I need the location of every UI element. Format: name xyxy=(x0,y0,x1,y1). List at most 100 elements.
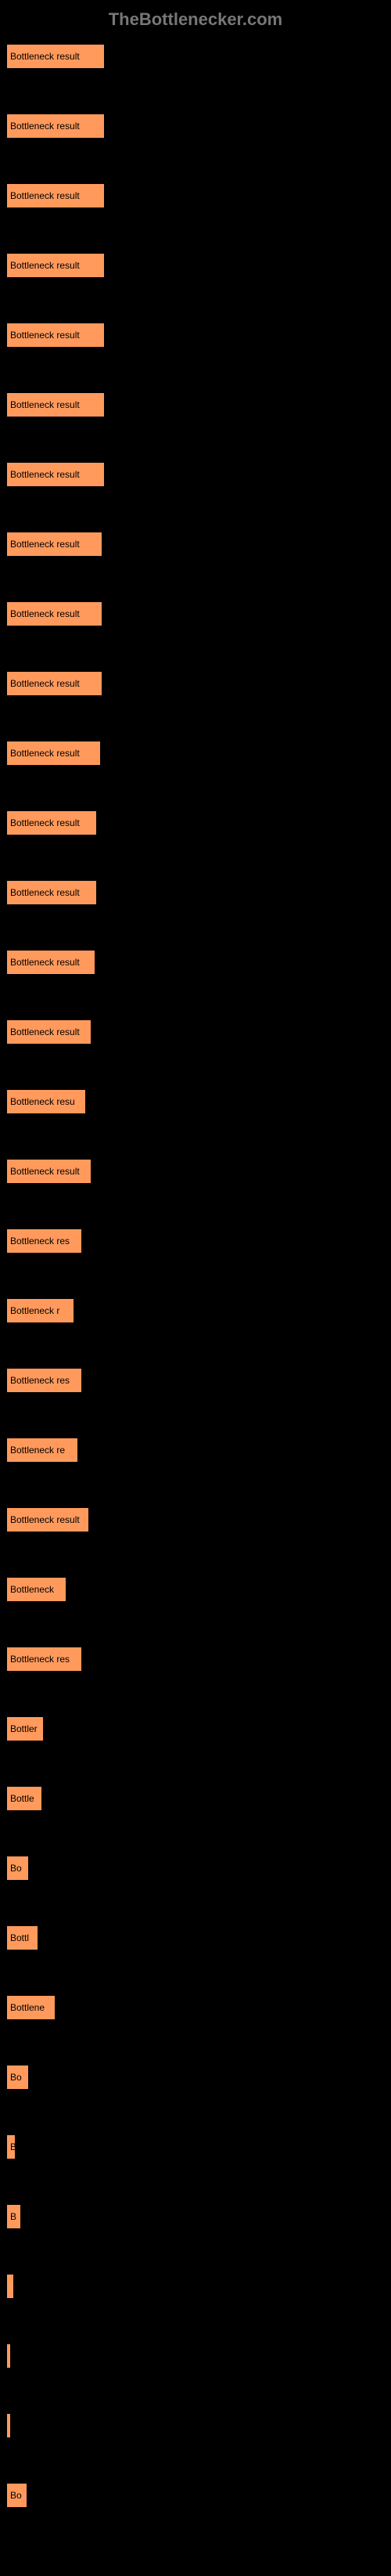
bar-row: Bottleneck xyxy=(6,1577,385,1602)
chart-bar: Bo xyxy=(6,1856,29,1881)
bar-label: Bottleneck result xyxy=(10,887,80,898)
chart-bar: Bottleneck result xyxy=(6,880,97,905)
bar-row: Bottleneck res xyxy=(6,1228,385,1254)
bar-row: B xyxy=(6,2204,385,2229)
bar-row xyxy=(6,2413,385,2438)
chart-bar xyxy=(6,2413,11,2438)
chart-bar: Bottleneck result xyxy=(6,392,105,417)
chart-bar: Bottleneck result xyxy=(6,741,101,766)
bar-row: Bottleneck result xyxy=(6,1019,385,1044)
bar-label: Bottler xyxy=(10,1723,38,1734)
bar-label: B xyxy=(10,2211,16,2222)
bar-row: Bottleneck result xyxy=(6,44,385,69)
bar-label: Bottleneck result xyxy=(10,469,80,480)
bar-row: Bottlene xyxy=(6,1995,385,2020)
page-title: TheBottlenecker.com xyxy=(0,0,391,44)
bar-row: Bo xyxy=(6,2065,385,2090)
bar-row: Bottleneck result xyxy=(6,810,385,835)
chart-bar: Bo xyxy=(6,2483,27,2508)
chart-bar: Bottleneck result xyxy=(6,462,105,487)
bar-label: Bottl xyxy=(10,1932,29,1943)
bar-label: Bottleneck r xyxy=(10,1305,59,1316)
bar-row: Bo xyxy=(6,2483,385,2508)
bar-row: Bottleneck re xyxy=(6,1438,385,1463)
chart-bar: Bottleneck result xyxy=(6,114,105,139)
chart-bar: Bottleneck res xyxy=(6,1647,82,1672)
bar-label: Bottleneck result xyxy=(10,748,80,759)
bar-label: Bottleneck result xyxy=(10,957,80,968)
bar-row: B xyxy=(6,2134,385,2159)
bar-label: Bottleneck resu xyxy=(10,1096,75,1107)
bar-label: B xyxy=(10,2141,16,2152)
bar-label: Bottleneck re xyxy=(10,1445,65,1456)
bar-label: Bottleneck result xyxy=(10,51,80,62)
bar-row: Bottleneck result xyxy=(6,114,385,139)
bar-row: Bottleneck result xyxy=(6,462,385,487)
bar-row: Bottler xyxy=(6,1716,385,1741)
bar-row: Bottleneck resu xyxy=(6,1089,385,1114)
bar-label: Bottleneck result xyxy=(10,817,80,828)
chart-bar xyxy=(6,2343,11,2369)
chart-bar: Bottle xyxy=(6,1786,42,1811)
bar-label: Bottleneck result xyxy=(10,330,80,341)
bar-row: Bottleneck result xyxy=(6,183,385,208)
bar-label: Bottleneck res xyxy=(10,1236,70,1247)
chart-bar: Bottleneck result xyxy=(6,323,105,348)
chart-bar: Bottleneck result xyxy=(6,1507,89,1532)
bar-label: Bottleneck xyxy=(10,1584,54,1595)
bar-row: Bottleneck res xyxy=(6,1647,385,1672)
bar-row: Bottleneck result xyxy=(6,1159,385,1184)
bar-label: Bottleneck result xyxy=(10,539,80,550)
chart-bar: Bottleneck resu xyxy=(6,1089,86,1114)
chart-bar: Bottleneck result xyxy=(6,950,95,975)
bar-label: Bo xyxy=(10,1863,22,1874)
bar-label: Bottleneck res xyxy=(10,1654,70,1665)
bar-row: Bottleneck result xyxy=(6,880,385,905)
chart-bar xyxy=(6,2274,14,2299)
bar-label: Bottleneck result xyxy=(10,121,80,132)
chart-bar: Bottler xyxy=(6,1716,44,1741)
chart-bar: Bottl xyxy=(6,1925,38,1950)
bar-label: Bottleneck result xyxy=(10,1026,80,1037)
bar-chart: Bottleneck result Bottleneck result Bottle… xyxy=(0,44,391,2576)
bar-row: Bottleneck result xyxy=(6,671,385,696)
bar-label: Bottlene xyxy=(10,2002,45,2013)
bar-row: Bottl xyxy=(6,1925,385,1950)
chart-bar: Bottleneck result xyxy=(6,1159,91,1184)
chart-bar: Bottleneck result xyxy=(6,671,102,696)
bar-label: Bo xyxy=(10,2072,22,2083)
chart-bar: Bottleneck result xyxy=(6,1019,91,1044)
bar-row: Bottleneck result xyxy=(6,601,385,626)
bar-label: Bottleneck result xyxy=(10,1166,80,1177)
bar-label: Bottleneck result xyxy=(10,1514,80,1525)
bar-label: Bottleneck res xyxy=(10,1375,70,1386)
chart-bar: B xyxy=(6,2204,21,2229)
bar-row: Bo xyxy=(6,1856,385,1881)
bar-row: Bottleneck result xyxy=(6,532,385,557)
bar-label: Bottleneck result xyxy=(10,399,80,410)
bar-label: Bottleneck result xyxy=(10,190,80,201)
chart-bar: Bottleneck result xyxy=(6,44,105,69)
bar-row: Bottleneck result xyxy=(6,253,385,278)
chart-bar: Bottleneck result xyxy=(6,532,102,557)
chart-bar: Bottleneck result xyxy=(6,253,105,278)
chart-bar: Bottleneck r xyxy=(6,1298,74,1323)
chart-bar: Bottleneck xyxy=(6,1577,66,1602)
chart-bar: Bottleneck result xyxy=(6,183,105,208)
bar-row: Bottleneck r xyxy=(6,1298,385,1323)
bar-row: Bottleneck result xyxy=(6,323,385,348)
chart-bar: Bottleneck re xyxy=(6,1438,78,1463)
chart-bar: Bottleneck res xyxy=(6,1368,82,1393)
bar-row xyxy=(6,2274,385,2299)
chart-bar: Bottleneck res xyxy=(6,1228,82,1254)
bar-row: Bottleneck result xyxy=(6,1507,385,1532)
chart-bar: Bottlene xyxy=(6,1995,56,2020)
bar-label: Bo xyxy=(10,2490,22,2501)
bar-row: Bottle xyxy=(6,1786,385,1811)
chart-bar: Bottleneck result xyxy=(6,601,102,626)
bar-label: Bottleneck result xyxy=(10,678,80,689)
bar-label: Bottleneck result xyxy=(10,608,80,619)
bar-label: Bottle xyxy=(10,1793,34,1804)
bar-row: Bottleneck res xyxy=(6,1368,385,1393)
bar-row xyxy=(6,2343,385,2369)
